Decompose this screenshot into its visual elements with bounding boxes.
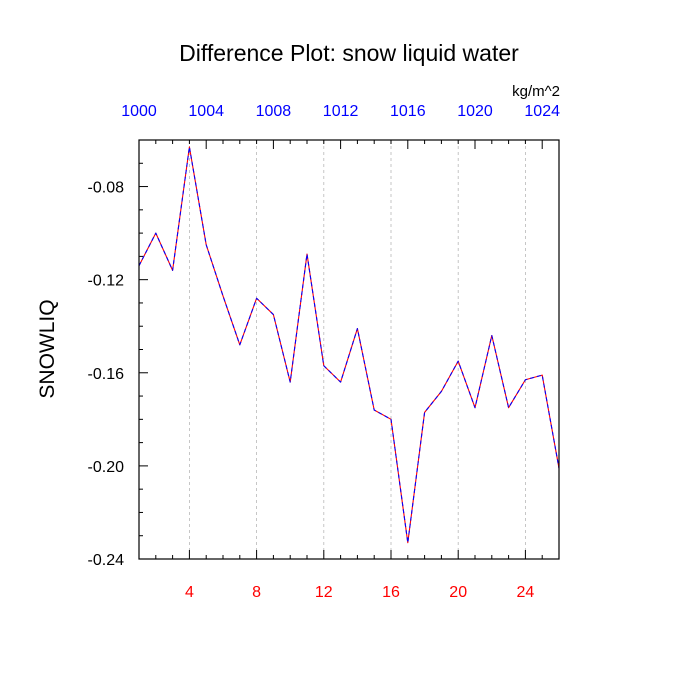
y-tick-label: -0.24: [88, 552, 125, 569]
x-tick-label-top: 1020: [457, 103, 493, 120]
x-tick-label-bottom: 24: [517, 584, 535, 601]
grid-lines: [188, 140, 526, 559]
tick-marks: [138, 139, 560, 560]
y-tick-label: -0.12: [88, 273, 125, 290]
x-tick-label-top: 1024: [524, 103, 560, 120]
x-tick-label-top: 1008: [256, 103, 292, 120]
tick-labels: 4 8 12 16 20 24 1000 1004 1008 1012 1016 1020 1024 -0…: [88, 103, 561, 601]
series-line: [138, 146, 560, 544]
plot-frame: [138, 139, 560, 560]
x-tick-label-bottom: 16: [382, 584, 400, 601]
x-tick-label-top: 1000: [121, 103, 157, 120]
x-tick-label-top: 1004: [188, 103, 224, 120]
y-tick-label: -0.16: [88, 366, 125, 383]
x-tick-label-top: 1016: [390, 103, 426, 120]
x-tick-label-bottom: 4: [185, 584, 194, 601]
x-tick-label-bottom: 20: [449, 584, 467, 601]
y-tick-label: -0.08: [88, 180, 125, 197]
chart-title: Difference Plot: snow liquid water: [179, 40, 519, 66]
x-tick-label-bottom: 8: [252, 584, 261, 601]
y-tick-label: -0.20: [88, 459, 125, 476]
series-layer: [138, 146, 560, 544]
x-tick-label-top: 1012: [323, 103, 359, 120]
units-label: kg/m^2: [512, 83, 560, 100]
series-line-dashed: [138, 146, 560, 544]
x-tick-label-bottom: 12: [315, 584, 333, 601]
y-axis-label: SNOWLIQ: [36, 299, 59, 398]
